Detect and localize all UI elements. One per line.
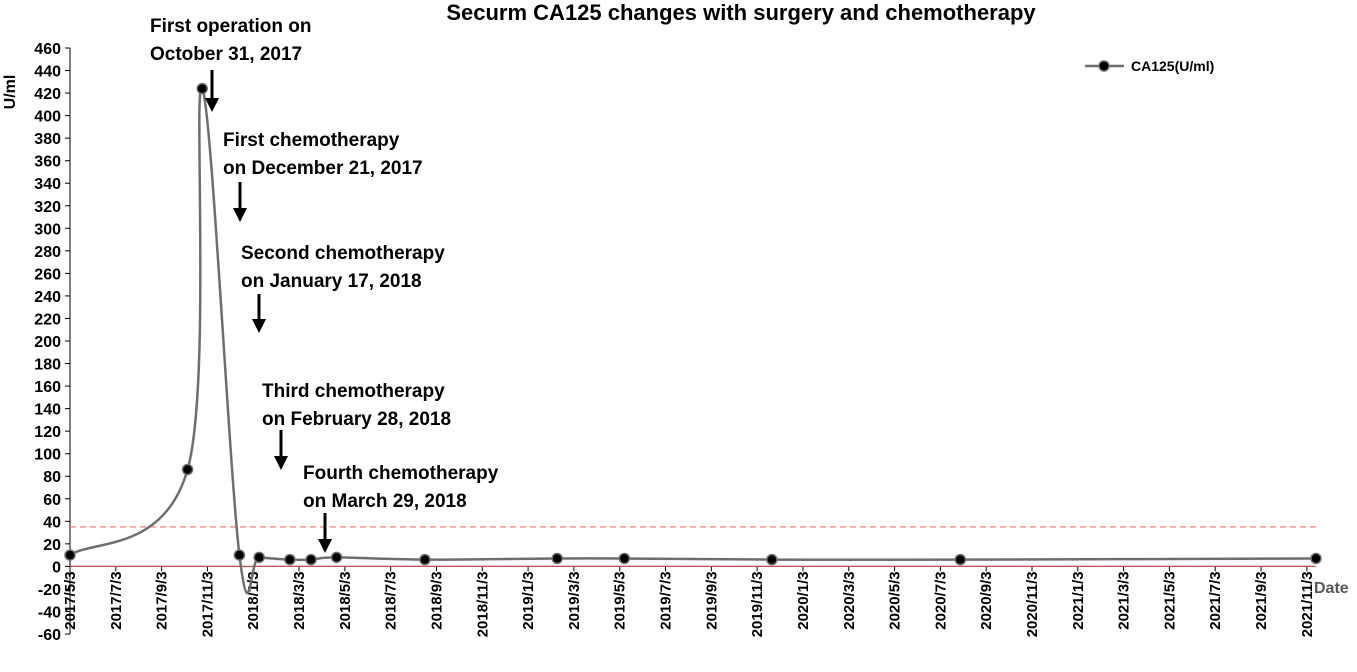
annotation-text: Second chemotherapy xyxy=(241,243,445,264)
y-tick-label: 0 xyxy=(52,559,61,576)
x-tick-label: 2019/5/3 xyxy=(612,571,629,629)
y-tick-label: 200 xyxy=(34,334,61,351)
x-tick-label: 2020/9/3 xyxy=(978,571,995,629)
x-tick-label: 2020/7/3 xyxy=(932,571,949,629)
data-point xyxy=(618,552,631,565)
data-point xyxy=(196,82,208,95)
x-tick-label: 2021/1/3 xyxy=(1070,571,1087,629)
y-tick-label: -60 xyxy=(38,627,61,644)
legend-point-marker xyxy=(1098,60,1110,72)
x-tick-label: 2017/5/3 xyxy=(62,571,79,629)
annotation-arrow-head xyxy=(252,319,266,333)
x-tick-label: 2020/3/3 xyxy=(841,571,858,629)
x-tick-label: 2021/11/3 xyxy=(1299,571,1316,637)
y-tick-label: 40 xyxy=(43,514,61,531)
y-tick-label: 240 xyxy=(34,289,61,306)
y-tick-label: 160 xyxy=(34,379,61,396)
annotation-text: on January 17, 2018 xyxy=(241,271,422,292)
data-point xyxy=(233,549,246,561)
x-tick-label: 2017/11/3 xyxy=(199,571,216,637)
y-tick-label: 60 xyxy=(43,492,61,509)
y-tick-label: 80 xyxy=(43,469,61,486)
y-tick-label: 360 xyxy=(34,154,61,171)
data-point xyxy=(253,551,265,564)
legend: CA125(U/ml) xyxy=(1085,58,1214,74)
data-point xyxy=(284,553,296,566)
x-tick-label: 2018/3/3 xyxy=(291,571,308,629)
y-tick-label: 140 xyxy=(34,402,61,419)
annotation-arrow-head xyxy=(318,539,332,553)
data-point xyxy=(551,552,563,565)
data-point xyxy=(1310,552,1322,565)
annotation-arrow-head xyxy=(233,208,247,222)
y-tick-label: 280 xyxy=(34,244,61,261)
annotation-text: Fourth chemotherapy xyxy=(303,463,499,484)
y-tick-label: 300 xyxy=(34,221,61,238)
x-tick-label: 2020/11/3 xyxy=(1024,571,1041,637)
annotation-text: October 31, 2017 xyxy=(150,44,302,65)
x-tick-label: 2018/1/3 xyxy=(245,571,262,629)
y-tick-label: 440 xyxy=(34,64,61,81)
annotations: First operation on October 31, 2017 First … xyxy=(150,16,499,553)
y-axis-label: U/ml xyxy=(2,75,19,110)
y-tick-label: 220 xyxy=(34,311,61,328)
annotation-text: on February 28, 2018 xyxy=(262,409,451,430)
x-tick-label: 2021/3/3 xyxy=(1116,571,1133,629)
x-axis: 2017/5/3 2017/7/3 2017/9/3 2017/11/3 2018/1/… xyxy=(62,566,1316,637)
data-point xyxy=(181,463,194,476)
y-tick-label: 340 xyxy=(34,176,61,193)
data-point xyxy=(419,553,431,566)
x-tick-label: 2021/9/3 xyxy=(1253,571,1270,629)
y-tick-label: 100 xyxy=(34,447,61,464)
x-tick-label: 2021/5/3 xyxy=(1161,571,1178,629)
annotation-arrow-head xyxy=(274,456,288,470)
data-point xyxy=(954,553,967,566)
y-tick-label: 120 xyxy=(34,424,61,441)
data-point xyxy=(766,553,778,566)
y-tick-label: 320 xyxy=(34,199,61,216)
x-tick-label: 2017/7/3 xyxy=(108,571,125,629)
y-tick-label: -20 xyxy=(38,582,61,599)
x-tick-label: 2018/5/3 xyxy=(337,571,354,629)
chart-title: Securm CA125 changes with surgery and ch… xyxy=(446,0,1036,25)
annotation-text: on December 21, 2017 xyxy=(223,158,423,179)
x-tick-label: 2018/11/3 xyxy=(474,571,491,637)
y-tick-label: 400 xyxy=(34,109,61,126)
y-tick-label: 260 xyxy=(34,266,61,283)
y-tick-label: 20 xyxy=(43,537,61,554)
series-layer xyxy=(64,82,1322,595)
x-tick-label: 2017/9/3 xyxy=(154,571,171,629)
legend-series-label: CA125(U/ml) xyxy=(1131,58,1214,74)
reference-lines xyxy=(70,526,1316,567)
annotation-text: Third chemotherapy xyxy=(262,381,445,402)
y-tick-label: 420 xyxy=(34,86,61,103)
x-axis-label: Date xyxy=(1314,580,1349,597)
annotation-text: First chemotherapy xyxy=(223,130,400,151)
y-tick-label: -40 xyxy=(38,604,61,621)
x-tick-label: 2018/7/3 xyxy=(383,571,400,629)
y-tick-label: 460 xyxy=(34,41,61,58)
y-tick-label: 180 xyxy=(34,357,61,374)
annotation-text: First operation on xyxy=(150,16,312,37)
x-tick-label: 2020/5/3 xyxy=(887,571,904,629)
y-axis: 4604404204003803603403203002802602402202… xyxy=(34,41,71,644)
x-tick-label: 2018/9/3 xyxy=(428,571,445,629)
x-tick-label: 2019/7/3 xyxy=(658,571,675,629)
x-tick-label: 2019/11/3 xyxy=(749,571,766,637)
x-tick-label: 2021/7/3 xyxy=(1207,571,1224,629)
x-tick-label: 2020/1/3 xyxy=(795,571,812,629)
x-tick-label: 2019/9/3 xyxy=(703,571,720,629)
annotation-text: on March 29, 2018 xyxy=(303,491,467,512)
y-tick-label: 380 xyxy=(34,131,61,148)
annotation-arrow-head xyxy=(205,98,219,112)
x-tick-label: 2019/3/3 xyxy=(566,571,583,629)
data-point xyxy=(330,551,343,564)
data-point xyxy=(305,553,317,566)
data-point xyxy=(64,549,76,561)
x-tick-label: 2019/1/3 xyxy=(520,571,537,629)
